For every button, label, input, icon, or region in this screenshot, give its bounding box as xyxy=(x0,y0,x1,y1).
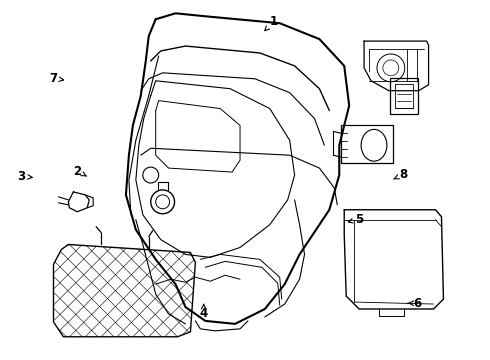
Text: 5: 5 xyxy=(348,213,364,226)
Text: 4: 4 xyxy=(199,304,208,320)
Bar xyxy=(341,125,393,163)
Text: 7: 7 xyxy=(49,72,64,85)
Bar xyxy=(390,78,417,113)
Text: 6: 6 xyxy=(408,297,422,310)
Bar xyxy=(395,84,413,108)
Text: 1: 1 xyxy=(265,14,278,31)
Text: 3: 3 xyxy=(17,170,32,183)
Text: 8: 8 xyxy=(393,168,407,181)
Text: 2: 2 xyxy=(73,165,87,177)
